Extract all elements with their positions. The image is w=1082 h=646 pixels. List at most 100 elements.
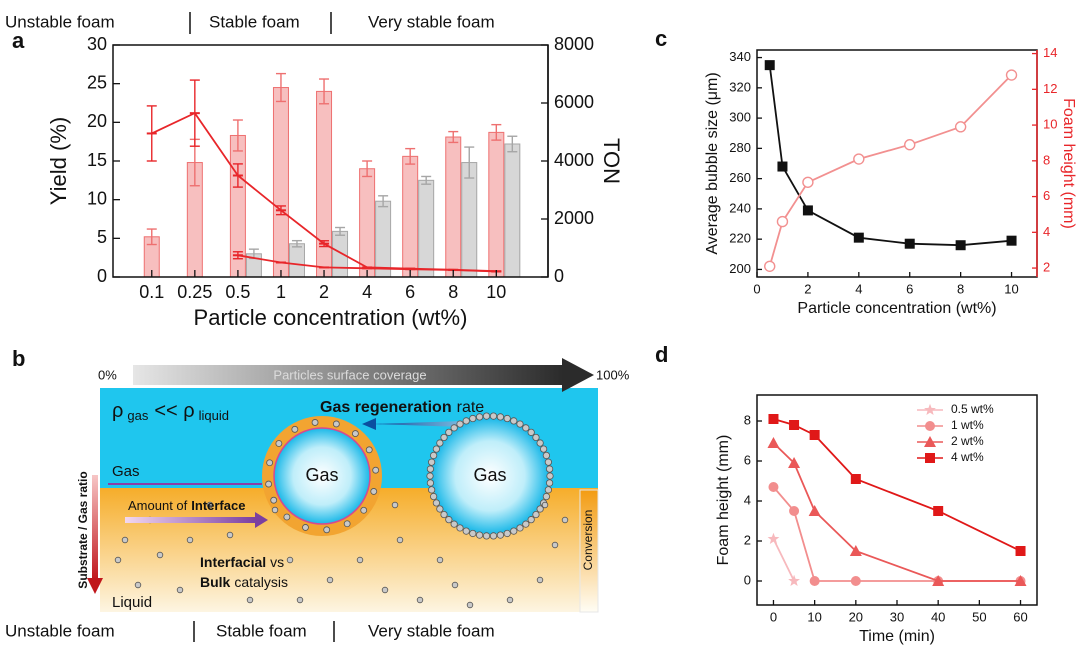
catalysis-label: Interfacial vs	[200, 554, 284, 570]
x-axis-label: Time (min)	[859, 628, 935, 645]
marker	[802, 205, 813, 216]
x-tick-label: 60	[1013, 609, 1027, 624]
error-bar	[319, 78, 330, 105]
particle	[542, 492, 550, 501]
particle	[506, 596, 514, 604]
x-tick-label: 2	[319, 282, 329, 302]
subscript: liquid	[199, 408, 229, 423]
rho: ρ	[112, 400, 123, 422]
y2-axis-label: TON	[599, 138, 624, 184]
particle	[286, 556, 294, 564]
marker	[853, 232, 864, 243]
y-tick-label: 340	[729, 49, 751, 64]
x-tick-label: 1	[276, 282, 286, 302]
bar	[288, 243, 305, 278]
x-axis-label: Particle concentration (wt%)	[797, 300, 996, 317]
marker	[767, 437, 780, 448]
particle	[360, 506, 368, 514]
particle	[176, 586, 184, 594]
particle	[381, 586, 389, 594]
y-tick-label: 5	[97, 227, 107, 247]
particle	[416, 596, 424, 604]
particle	[428, 458, 436, 466]
x-tick-label: 0.5	[225, 282, 250, 302]
particle	[489, 532, 498, 540]
particle	[522, 520, 530, 528]
marker	[1005, 69, 1018, 81]
particle	[432, 445, 440, 453]
particle	[462, 417, 470, 425]
particle	[372, 466, 380, 474]
bar	[375, 200, 392, 278]
y2-tick-label: 8000	[554, 34, 594, 54]
particle	[451, 581, 459, 589]
particle	[475, 531, 484, 539]
particle	[370, 488, 378, 495]
particle	[365, 446, 373, 454]
particle	[545, 479, 554, 487]
x-axis-label: Particle concentration (wt%)	[194, 305, 468, 330]
particle	[445, 428, 453, 436]
marker	[933, 506, 944, 516]
y2-tick-label: 2000	[554, 208, 594, 228]
gas-label: Gas	[112, 463, 140, 480]
particle	[440, 510, 448, 519]
particle	[226, 531, 234, 539]
particle	[466, 601, 474, 609]
y2-tick-label: 6	[1043, 188, 1050, 203]
particle	[114, 556, 122, 564]
particle	[503, 529, 511, 538]
marker	[776, 215, 789, 228]
stage-separators	[189, 12, 335, 642]
bar	[461, 162, 478, 278]
x-tick-label: 10	[1004, 281, 1018, 296]
particle	[430, 451, 438, 460]
bar	[332, 230, 349, 278]
x-tick-label: 10	[486, 282, 506, 302]
x-tick-label: 0	[753, 281, 760, 296]
bar	[359, 168, 376, 278]
particle	[426, 465, 435, 473]
particle	[265, 480, 273, 488]
error-bar	[291, 239, 302, 248]
particle	[246, 596, 254, 604]
catalysis-label: Bulk catalysis	[200, 574, 288, 590]
panel-label: a	[12, 28, 25, 53]
stage-label: Stable foam	[216, 621, 307, 640]
particle	[351, 430, 359, 437]
ratio-label: Substrate / Gas ratio	[76, 471, 90, 588]
particle	[532, 433, 540, 442]
error-bar	[464, 146, 475, 179]
legend-marker	[925, 453, 935, 463]
bar	[418, 179, 435, 278]
legend-label: 1 wt%	[951, 418, 984, 432]
y-axis-label: Yield (%)	[46, 117, 71, 205]
y-tick-label: 8	[744, 412, 751, 427]
marker	[850, 576, 861, 586]
panel-label: c	[655, 26, 667, 51]
y-tick-label: 30	[87, 34, 107, 54]
particle	[527, 428, 535, 436]
x-tick-label: 8	[957, 281, 964, 296]
marker	[767, 532, 780, 544]
particle	[450, 520, 458, 528]
interface-bold: Interface	[191, 498, 245, 513]
x-tick-label: 30	[890, 609, 904, 624]
particle	[156, 551, 164, 559]
y-tick-label: 320	[729, 79, 751, 94]
x-tick-label: 10	[807, 609, 821, 624]
stage-label: Unstable foam	[5, 621, 115, 640]
y2-tick-label: 14	[1043, 45, 1057, 60]
diagram: 0% Particles surface coverage 100% ρ gas <…	[5, 358, 630, 640]
x-tick-label: 0.1	[139, 282, 164, 302]
bubble-label: Gas	[305, 465, 338, 485]
marker	[932, 575, 945, 586]
x-tick-label: 0.25	[177, 282, 212, 302]
coverage-start: 0%	[98, 367, 117, 382]
y-tick-label: 0	[744, 572, 751, 587]
error-bar	[378, 195, 389, 208]
error-bar	[146, 228, 157, 246]
legend-label: 2 wt%	[951, 434, 984, 448]
bubble	[432, 418, 548, 534]
